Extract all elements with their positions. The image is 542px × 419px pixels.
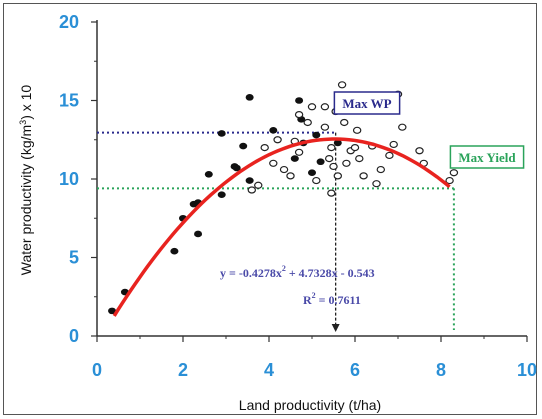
data-point-open <box>303 118 312 127</box>
data-point-filled <box>312 131 321 139</box>
data-point-filled <box>290 155 299 162</box>
data-point-filled <box>170 247 179 255</box>
max-wp-arrow <box>331 324 340 332</box>
axes: 0 5 10 15 20 0 2 4 6 8 10 <box>59 12 537 380</box>
y-axis-title: Water productivity (kg/m3) x 10 <box>18 85 34 276</box>
y-tick-label: 20 <box>59 12 79 32</box>
data-point-open <box>320 103 330 111</box>
data-point-filled <box>194 230 203 238</box>
data-point-open <box>327 189 336 197</box>
max-wp-label: Max WP <box>333 91 401 115</box>
data-point-open <box>372 180 381 188</box>
data-point-open <box>312 176 321 185</box>
data-point-open <box>320 123 330 131</box>
y-tick-label: 5 <box>69 248 79 268</box>
data-point-open <box>385 151 394 160</box>
r-squared: R2 = 0.7611 <box>303 291 361 307</box>
data-point-open <box>294 111 304 119</box>
data-point-filled <box>239 142 248 150</box>
data-point-open <box>415 147 424 155</box>
max-wp-text: Max WP <box>342 96 391 111</box>
data-point-filled <box>217 191 226 198</box>
data-point-open <box>260 144 269 152</box>
data-point-open <box>329 162 338 171</box>
filled-points <box>108 94 342 315</box>
data-point-open <box>279 165 289 174</box>
data-point-filled <box>333 139 342 147</box>
x-tick-label: 8 <box>436 360 446 380</box>
data-point-filled <box>316 158 325 166</box>
data-point-open <box>342 159 351 167</box>
data-point-open <box>307 103 317 111</box>
data-point-open <box>449 169 459 177</box>
y-tick-label: 10 <box>59 169 79 189</box>
data-point-filled <box>217 130 226 137</box>
fit-curve <box>112 137 451 317</box>
data-point-open <box>337 81 347 89</box>
data-point-open <box>359 172 368 180</box>
data-point-filled <box>245 94 254 101</box>
data-point-open <box>327 144 336 152</box>
x-tick-label: 4 <box>264 360 274 380</box>
data-point-open <box>286 172 295 180</box>
data-point-open <box>445 176 454 185</box>
y-tick-label: 15 <box>59 91 79 111</box>
data-point-filled <box>245 177 254 184</box>
data-point-open <box>350 144 360 152</box>
x-tick-label: 6 <box>350 360 360 380</box>
data-point-open <box>269 159 278 167</box>
data-point-filled <box>269 127 278 134</box>
data-point-open <box>352 126 362 134</box>
chart-frame <box>3 3 537 415</box>
data-point-open <box>398 123 407 131</box>
data-point-open <box>273 136 282 144</box>
fit-equation: y = -0.4278x2 + 4.7328x - 0.543 <box>220 264 375 280</box>
x-tick-label: 10 <box>517 360 537 380</box>
data-point-open <box>254 181 263 189</box>
x-axis-title: Land productivity (t/ha) <box>239 397 381 413</box>
data-point-open <box>376 165 385 174</box>
data-point-filled <box>204 170 213 178</box>
data-point-open <box>333 172 342 180</box>
max-yield-label: Max Yield <box>449 145 525 169</box>
data-point-filled <box>295 97 304 104</box>
data-point-filled <box>108 307 117 315</box>
data-point-open <box>325 154 334 163</box>
data-point-open <box>355 154 364 163</box>
data-point-open <box>294 148 304 156</box>
data-point-filled <box>232 164 241 172</box>
max-yield-text: Max Yield <box>458 150 516 165</box>
data-point-filled <box>308 169 316 177</box>
open-points <box>247 81 459 197</box>
data-point-open <box>389 140 398 149</box>
x-tick-label: 0 <box>92 360 102 380</box>
x-tick-label: 2 <box>178 360 188 380</box>
data-point-open <box>247 186 256 194</box>
y-tick-label: 0 <box>69 326 79 346</box>
data-point-open <box>340 118 349 127</box>
